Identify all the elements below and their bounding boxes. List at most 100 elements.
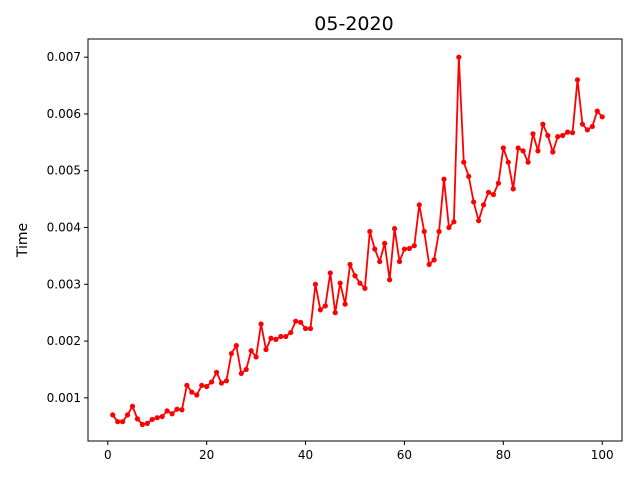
data-point (139, 421, 145, 428)
data-point (441, 176, 447, 182)
data-point (307, 325, 314, 332)
data-point (569, 130, 576, 136)
data-point (362, 285, 368, 291)
data-point (520, 148, 526, 154)
data-point (485, 189, 492, 195)
data-point (372, 246, 378, 252)
data-point (480, 202, 487, 208)
data-point (347, 261, 353, 268)
x-tick-label: 0 (104, 448, 112, 462)
series-group (110, 54, 605, 428)
data-point (243, 366, 249, 373)
data-point (471, 199, 477, 205)
data-point (584, 127, 590, 133)
data-point (411, 243, 417, 249)
data-point (560, 132, 566, 139)
data-point (248, 348, 254, 354)
data-point (134, 416, 141, 422)
y-tick-label: 0.004 (47, 221, 81, 235)
data-point (426, 261, 432, 268)
x-axis: 0 20 40 60 80 100 (104, 441, 614, 462)
data-point (416, 202, 422, 208)
data-point (288, 329, 294, 336)
y-tick-label: 0.007 (47, 50, 81, 64)
data-point (199, 382, 205, 388)
data-point (213, 369, 220, 375)
data-point (391, 226, 398, 232)
data-point (377, 258, 383, 265)
data-point (367, 228, 373, 235)
data-point (124, 412, 131, 418)
data-point (406, 245, 412, 252)
data-point (223, 378, 230, 384)
data-point (461, 159, 467, 165)
data-point (589, 123, 595, 130)
data-point (233, 343, 239, 349)
data-point (268, 335, 274, 341)
data-point (476, 218, 482, 224)
data-point (565, 129, 571, 135)
data-point (238, 370, 244, 377)
data-point (599, 114, 605, 120)
data-point (574, 77, 581, 83)
data-point (337, 280, 343, 286)
data-point (327, 270, 333, 276)
data-point (129, 403, 136, 409)
x-tick-label: 80 (496, 448, 511, 462)
data-point (169, 411, 175, 417)
data-point (352, 273, 358, 279)
x-tick-label: 60 (397, 448, 412, 462)
data-point (120, 419, 126, 425)
y-tick-label: 0.001 (47, 391, 81, 405)
plot-frame (87, 38, 623, 442)
data-point (189, 389, 195, 395)
data-point (515, 145, 521, 151)
data-point (550, 149, 556, 155)
data-point (317, 307, 323, 313)
data-point (436, 228, 442, 235)
data-point (401, 246, 408, 252)
y-tick-label: 0.005 (47, 164, 81, 178)
data-point (322, 303, 328, 309)
data-point (490, 191, 497, 198)
data-point (421, 228, 427, 235)
data-point (312, 281, 319, 287)
data-point (164, 408, 170, 414)
data-point (540, 121, 546, 127)
data-point (500, 145, 506, 151)
data-point (115, 419, 121, 425)
data-point (144, 420, 150, 426)
data-point (149, 416, 155, 423)
data-point (545, 132, 551, 139)
data-point (451, 219, 457, 225)
data-point (293, 318, 299, 324)
data-point (179, 407, 185, 413)
x-tick-label: 100 (591, 448, 614, 462)
data-point (535, 148, 541, 154)
data-point (110, 412, 116, 418)
chart-title: 05-2020 (314, 13, 393, 35)
data-point (510, 186, 516, 192)
data-point (431, 257, 437, 263)
data-point (253, 354, 259, 360)
data-point (209, 379, 215, 385)
data-point (302, 325, 309, 332)
data-point (525, 159, 531, 165)
y-axis-label: Time (15, 223, 31, 258)
data-point (263, 346, 269, 353)
data-point (184, 382, 190, 388)
data-point (218, 380, 225, 386)
data-point (154, 415, 160, 421)
data-point (505, 159, 511, 165)
data-point (228, 350, 234, 357)
data-point (382, 240, 388, 247)
y-tick-label: 0.003 (47, 277, 81, 291)
data-point (357, 280, 363, 286)
data-point (159, 413, 165, 420)
data-point (387, 277, 393, 283)
x-tick-label: 20 (199, 448, 214, 462)
data-point (273, 336, 279, 342)
series-line (111, 56, 603, 426)
y-tick-label: 0.006 (47, 107, 81, 121)
